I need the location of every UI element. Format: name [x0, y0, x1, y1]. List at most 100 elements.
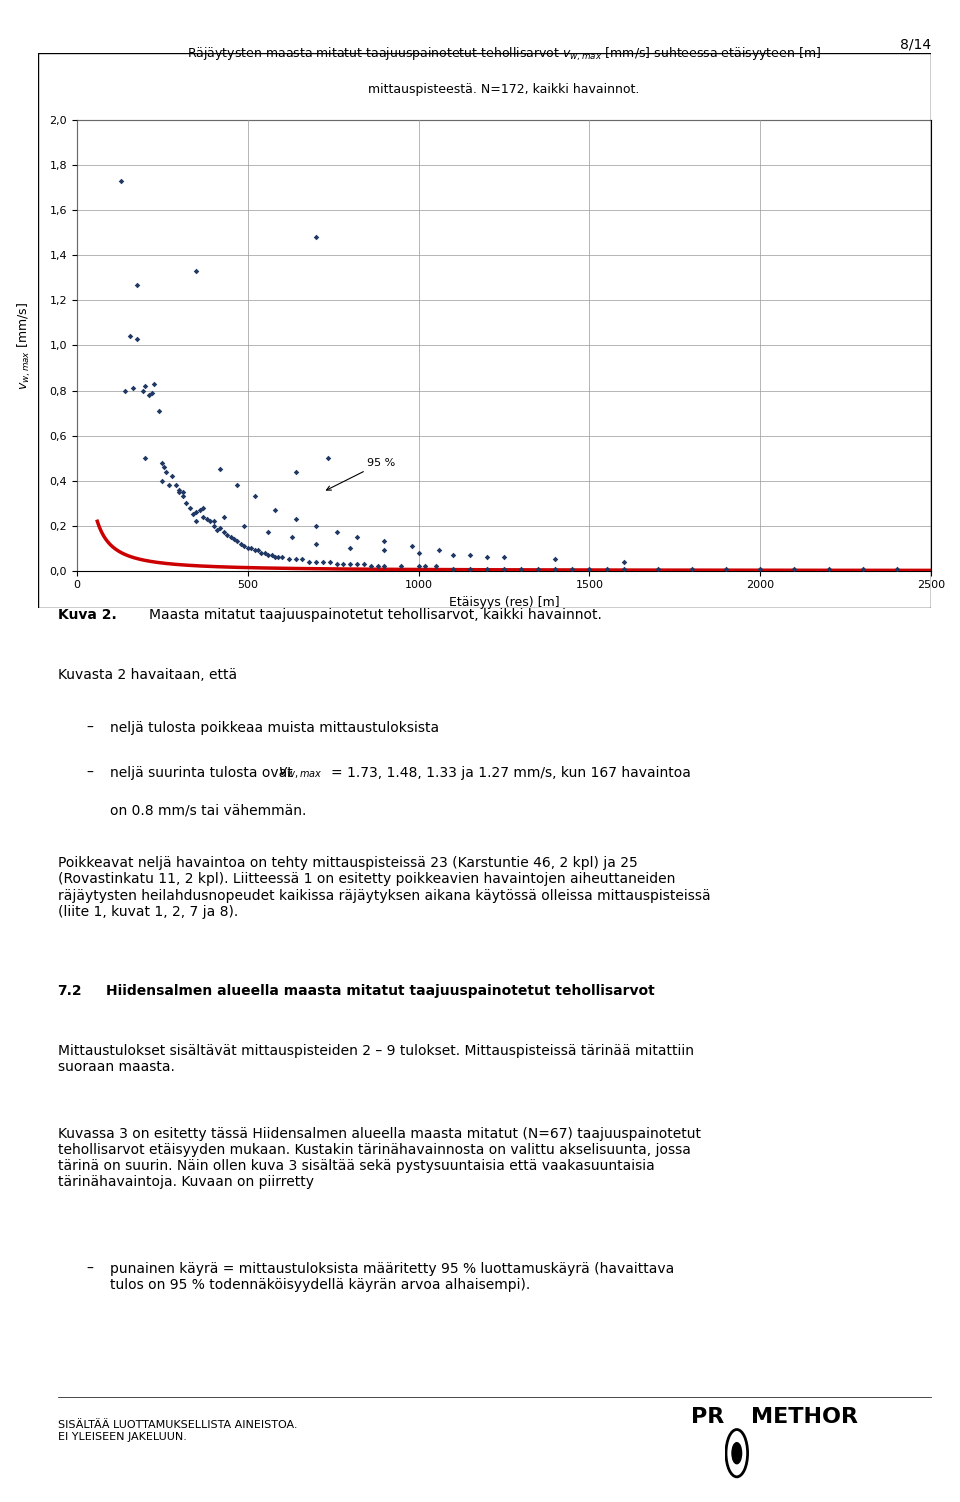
- Text: PR: PR: [691, 1407, 725, 1427]
- Text: Kuvassa 3 on esitetty tässä Hiidensalmen alueella maasta mitatut (N=67) taajuusp: Kuvassa 3 on esitetty tässä Hiidensalmen…: [58, 1126, 701, 1190]
- Point: [161, 473, 177, 497]
- Text: mittauspisteestä. N=172, kaikki havainnot.: mittauspisteestä. N=172, kaikki havainno…: [369, 83, 639, 96]
- Point: [213, 457, 228, 481]
- Point: [126, 376, 141, 400]
- Point: [363, 554, 378, 578]
- Point: [514, 556, 529, 580]
- Point: [205, 509, 221, 533]
- Circle shape: [732, 1442, 741, 1463]
- Point: [445, 542, 461, 566]
- Point: [281, 547, 297, 571]
- Point: [185, 502, 201, 526]
- Point: [267, 545, 282, 569]
- Point: [189, 509, 204, 533]
- Point: [137, 374, 153, 398]
- Text: 7.2: 7.2: [58, 984, 83, 997]
- Point: [462, 542, 477, 566]
- Point: [158, 460, 174, 484]
- X-axis label: Etäisyys (res) [m]: Etäisyys (res) [m]: [448, 596, 560, 608]
- Point: [236, 514, 252, 538]
- Point: [165, 464, 180, 488]
- Text: SISÄLTÄÄ LUOTTAMUKSELLISTA AINEISTOA.
EI YLEISEEN JAKELUUN.: SISÄLTÄÄ LUOTTAMUKSELLISTA AINEISTOA. EI…: [58, 1421, 297, 1442]
- Point: [308, 514, 324, 538]
- Text: Maasta mitatut taajuuspainotetut tehollisarvot, kaikki havainnot.: Maasta mitatut taajuuspainotetut teholli…: [149, 608, 602, 622]
- Text: on 0.8 mm/s tai vähemmän.: on 0.8 mm/s tai vähemmän.: [110, 804, 307, 817]
- Point: [329, 551, 345, 575]
- Point: [122, 324, 137, 348]
- Point: [288, 547, 303, 571]
- Point: [172, 479, 187, 503]
- Point: [155, 451, 170, 475]
- Point: [321, 446, 336, 470]
- Point: [370, 554, 385, 578]
- Point: [236, 533, 252, 557]
- Point: [376, 554, 392, 578]
- Point: [156, 455, 172, 479]
- Point: [179, 491, 194, 515]
- Text: punainen käyrä = mittaustuloksista määritetty 95 % luottamuskäyrä (havaittava
tu: punainen käyrä = mittaustuloksista määri…: [110, 1262, 675, 1292]
- Point: [753, 556, 768, 580]
- Point: [189, 258, 204, 282]
- Point: [129, 272, 144, 296]
- Text: 95 %: 95 %: [326, 458, 396, 490]
- Point: [336, 551, 351, 575]
- Point: [247, 484, 262, 508]
- Text: = 1.73, 1.48, 1.33 ja 1.27 mm/s, kun 167 havaintoa: = 1.73, 1.48, 1.33 ja 1.27 mm/s, kun 167…: [331, 766, 691, 780]
- Point: [129, 326, 144, 350]
- Point: [229, 529, 245, 553]
- Point: [496, 545, 512, 569]
- Point: [260, 542, 276, 566]
- Text: Hiidensalmen alueella maasta mitatut taajuuspainotetut tehollisarvot: Hiidensalmen alueella maasta mitatut taa…: [106, 984, 655, 997]
- Point: [445, 556, 461, 580]
- Point: [411, 541, 426, 565]
- Text: Kuvasta 2 havaitaan, että: Kuvasta 2 havaitaan, että: [58, 668, 237, 682]
- Point: [650, 556, 665, 580]
- Point: [175, 479, 190, 503]
- Point: [196, 496, 211, 520]
- Point: [376, 529, 392, 553]
- Point: [253, 541, 269, 565]
- Point: [117, 379, 132, 403]
- Point: [205, 514, 221, 538]
- Point: [787, 556, 803, 580]
- Point: [889, 556, 904, 580]
- Point: [404, 533, 420, 557]
- Point: [141, 383, 156, 407]
- Text: –: –: [86, 1262, 93, 1275]
- Point: [275, 545, 290, 569]
- Point: [233, 532, 249, 556]
- Point: [322, 550, 337, 574]
- Point: [220, 523, 235, 547]
- Text: METHOR: METHOR: [751, 1407, 857, 1427]
- Point: [295, 547, 310, 571]
- Point: [244, 536, 259, 560]
- Point: [564, 556, 580, 580]
- Text: –: –: [86, 766, 93, 780]
- Point: [531, 556, 546, 580]
- Point: [329, 520, 345, 544]
- Point: [479, 545, 494, 569]
- Point: [137, 446, 153, 470]
- Point: [308, 550, 324, 574]
- Text: neljä suurinta tulosta ovat: neljä suurinta tulosta ovat: [110, 766, 298, 780]
- Point: [227, 527, 242, 551]
- Point: [462, 556, 477, 580]
- Point: [189, 500, 204, 524]
- Point: [288, 460, 303, 484]
- Point: [144, 382, 159, 406]
- Point: [284, 524, 300, 548]
- Point: [684, 556, 700, 580]
- Point: [271, 545, 286, 569]
- Point: [151, 398, 166, 424]
- Point: [343, 536, 358, 560]
- Point: [264, 542, 279, 566]
- Point: [223, 524, 238, 548]
- Point: [155, 469, 170, 493]
- Point: [175, 484, 190, 508]
- Text: Poikkeavat neljä havaintoa on tehty mittauspisteissä 23 (Karstuntie 46, 2 kpl) j: Poikkeavat neljä havaintoa on tehty mitt…: [58, 856, 710, 919]
- Point: [209, 518, 225, 542]
- Point: [216, 505, 231, 529]
- Point: [479, 556, 494, 580]
- Point: [431, 538, 446, 562]
- Point: [343, 551, 358, 575]
